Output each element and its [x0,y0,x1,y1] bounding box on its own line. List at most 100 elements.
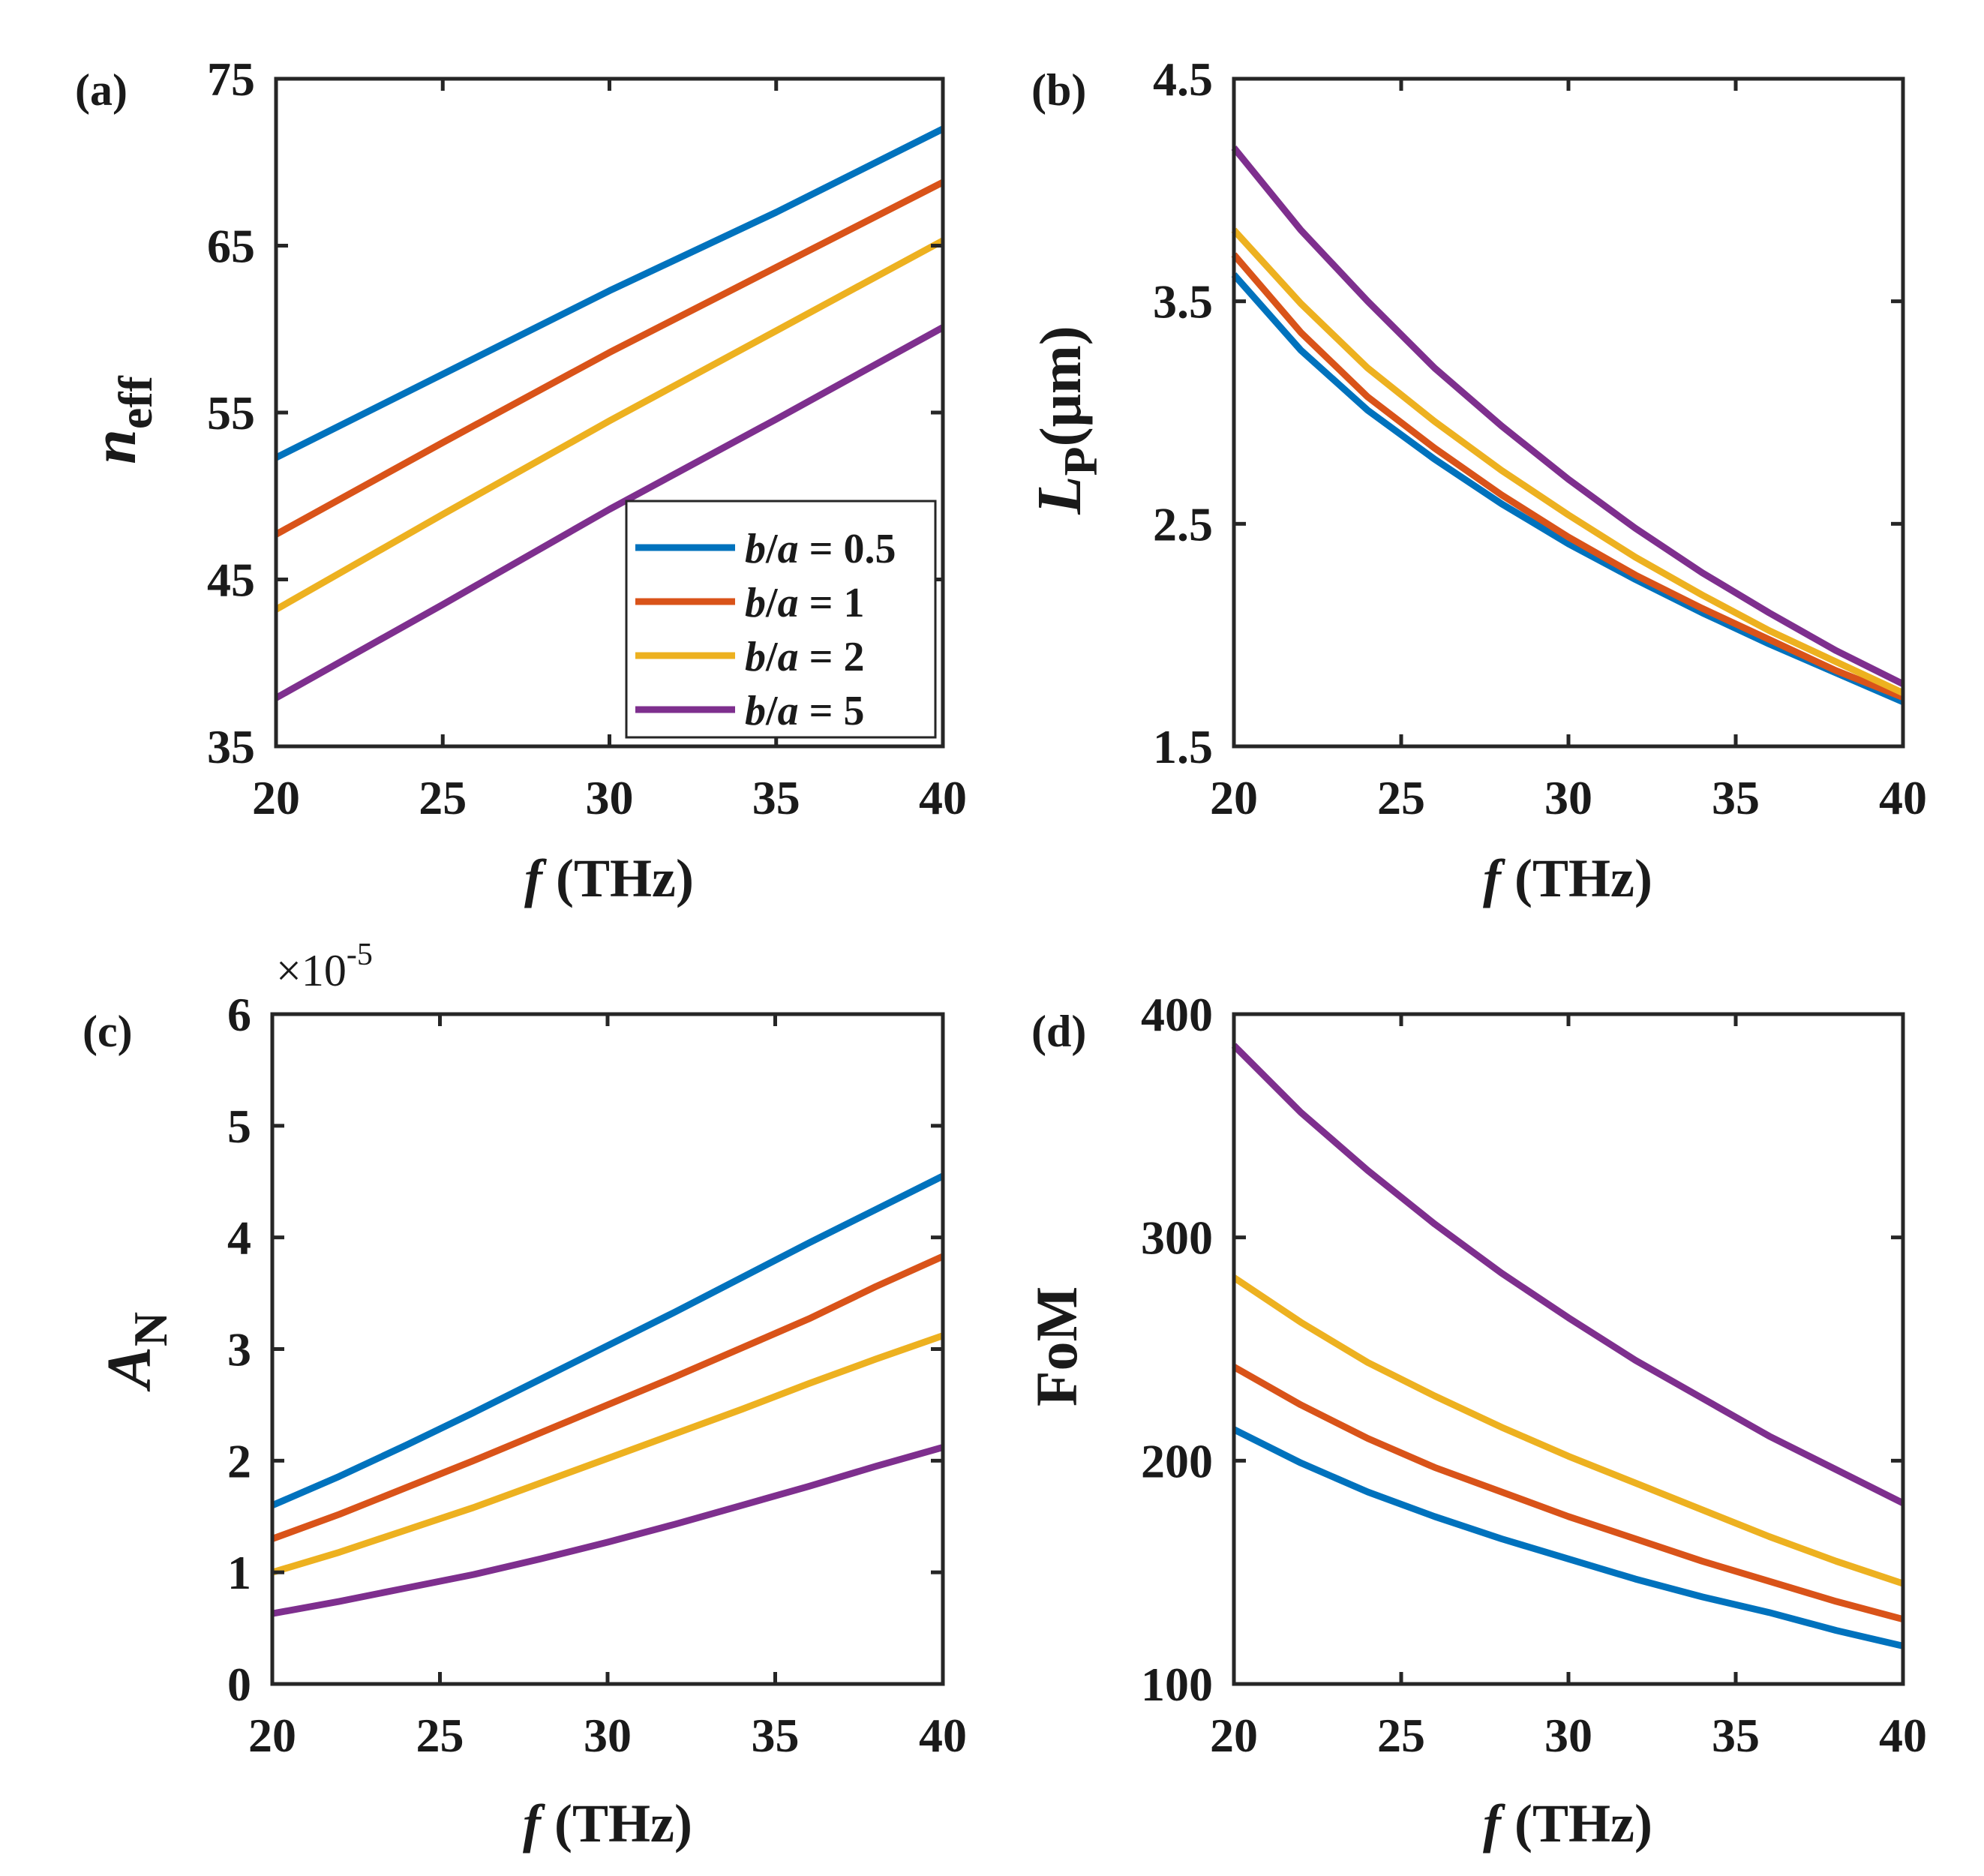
series-line-3 [1231,227,1904,696]
x-axis-label: f (THz) [523,1793,692,1853]
x-tick-label: 20 [1210,771,1258,824]
legend-entry-4: b/a = 5 [745,688,864,734]
x-tick-label: 20 [1210,1709,1258,1762]
series-line-3 [271,1332,944,1576]
y-tick-label: 6 [227,988,251,1041]
y-tick-label: 4 [227,1211,251,1265]
x-axis-label-unit: (THz) [541,1793,692,1853]
panel-label: (c) [83,1007,133,1056]
legend-var: a [778,580,799,626]
legend-var: b [745,634,766,680]
x-axis-label: f (THz) [1483,848,1652,908]
y-axis-label-subscript: eff [109,375,162,429]
x-tick-label: 40 [919,771,967,824]
x-tick-label: 35 [1712,771,1760,824]
legend: b/a = 0.5b/a = 1b/a = 2b/a = 5 [625,500,937,739]
legend-value: 2 [843,634,864,680]
y-tick-label: 5 [227,1100,251,1153]
legend-value: 1 [843,580,864,626]
y-tick-label: 300 [1141,1211,1213,1265]
y-axis-label: neff [80,375,162,464]
legend-value: 5 [843,688,864,734]
x-axis-label: f (THz) [1483,1793,1652,1853]
legend-var: a [778,688,799,734]
y-tick-label: 400 [1141,988,1213,1041]
y-tick-label: 4.5 [1153,53,1213,106]
y-axis-label-subscript: P [1054,446,1107,476]
x-tick-label: 25 [1377,771,1425,824]
axis-exponent-base: ×10 [276,946,347,995]
plot-frame [1232,1012,1905,1686]
legend-equals: = [799,634,844,680]
y-tick-label: 2 [227,1434,251,1487]
legend-entry-3: b/a = 2 [745,634,864,680]
series-line-2 [274,179,945,538]
x-tick-label: 20 [252,771,300,824]
y-axis-label: AN [95,1312,177,1392]
series-line-4 [1231,146,1905,687]
y-axis-label-symbol: A [95,1346,164,1392]
y-axis-label-symbol: L [1025,476,1094,515]
legend-value: 0.5 [843,526,896,572]
x-tick-label: 30 [1544,1709,1592,1762]
x-axis-label-unit: (THz) [542,848,694,908]
x-axis-label-unit: (THz) [1501,1793,1652,1853]
y-tick-label: 1 [227,1546,251,1599]
y-tick-label: 100 [1141,1658,1213,1711]
panel-label: (b) [1031,65,1086,115]
y-tick-label: 200 [1141,1434,1213,1487]
y-tick-label: 65 [207,220,255,273]
y-axis-label: FoM [1024,1286,1089,1406]
x-tick-label: 35 [1712,1709,1760,1762]
legend-var: a [778,634,799,680]
legend-var: b [745,526,766,572]
series-line-1 [274,125,945,461]
y-axis-label-subscript: N [124,1312,177,1346]
chart-panel-b: 20 25 30 35 40 1.5 2.5 3.5 4.5 (b) f (THz) LP(μm) [1025,53,1927,908]
legend-slash: / [765,634,779,680]
legend-box [625,500,937,739]
legend-entry-2: b/a = 1 [745,580,864,626]
y-tick-label: 0 [227,1658,251,1711]
legend-equals: = [799,688,844,734]
y-axis-label-symbol: n [80,429,149,464]
legend-equals: = [799,580,844,626]
axis-exponent-power: -5 [347,938,373,972]
legend-equals: = [799,526,844,572]
x-tick-label: 35 [752,771,800,824]
series-line-4 [1231,1043,1905,1506]
series-line-3 [274,237,945,613]
panel-label: (a) [75,65,128,115]
x-tick-label: 40 [1879,1709,1927,1762]
x-tick-label: 25 [416,1709,464,1762]
x-tick-label: 30 [1544,771,1592,824]
x-tick-label: 25 [419,771,467,824]
series-line-3 [1232,1274,1904,1587]
y-tick-label: 75 [207,53,255,106]
y-tick-label: 35 [207,720,255,773]
x-tick-label: 35 [752,1709,800,1762]
legend-var: a [778,526,799,572]
y-tick-label: 45 [207,554,255,607]
legend-slash: / [765,526,779,572]
axis-exponent: ×10-5 [276,938,373,995]
y-tick-label: 2.5 [1153,497,1213,551]
y-tick-label: 1.5 [1153,720,1213,773]
y-axis-label-unit: (μm) [1028,326,1093,446]
legend-var: b [745,580,766,626]
chart-panel-d: 20 25 30 35 40 100 200 300 400 (d) f (THz) FoM [1024,988,1927,1853]
x-axis-label-unit: (THz) [1501,848,1652,908]
legend-var: b [745,688,766,734]
y-tick-label: 3 [227,1323,251,1376]
series-line-1 [271,1172,945,1509]
series-line-1 [1232,1426,1904,1649]
legend-entry-1: b/a = 0.5 [745,526,896,572]
x-axis-label: f (THz) [524,848,694,908]
y-tick-label: 3.5 [1153,275,1213,329]
legend-slash: / [765,580,779,626]
panel-label: (d) [1031,1007,1086,1056]
x-tick-label: 30 [586,771,634,824]
x-tick-label: 40 [919,1709,967,1762]
